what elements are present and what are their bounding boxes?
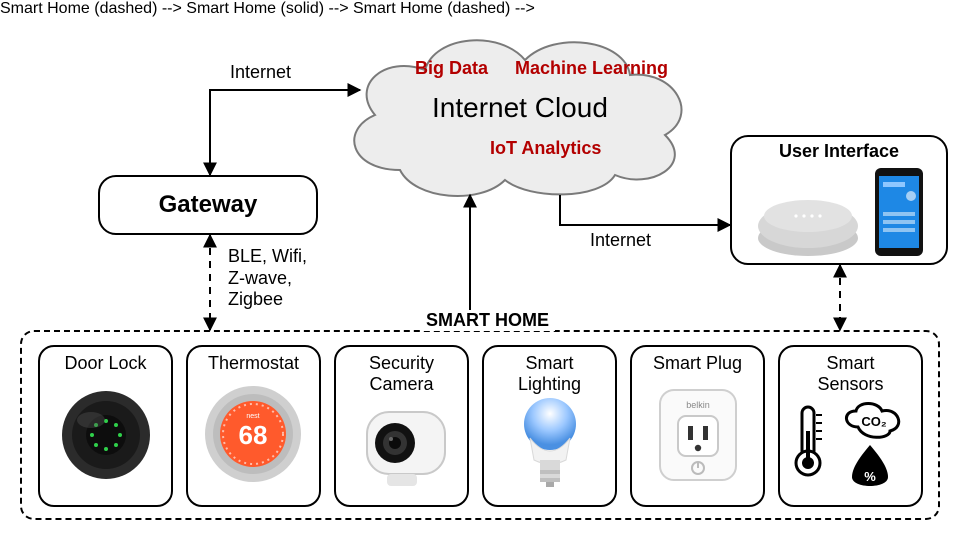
device-title: Smart Plug bbox=[632, 353, 763, 374]
camera-icon bbox=[347, 397, 457, 492]
device-thermostat: Thermostat 68 nest bbox=[186, 345, 321, 507]
diagram-canvas: Big Data Machine Learning Internet Cloud… bbox=[0, 0, 960, 540]
svg-text:%: % bbox=[864, 469, 876, 484]
device-lighting: Smart Lighting bbox=[482, 345, 617, 507]
bulb-icon bbox=[510, 394, 590, 494]
device-title: Security Camera bbox=[336, 353, 467, 394]
device-camera: Security Camera bbox=[334, 345, 469, 507]
device-title: Door Lock bbox=[40, 353, 171, 374]
plug-icon: belkin bbox=[648, 382, 748, 487]
device-title: Smart Lighting bbox=[484, 353, 615, 394]
svg-text:68: 68 bbox=[239, 420, 268, 450]
device-title: Smart Sensors bbox=[780, 353, 921, 394]
device-plug: Smart Plug belkin bbox=[630, 345, 765, 507]
smart-home-label: SMART HOME bbox=[420, 310, 555, 331]
device-title: Thermostat bbox=[188, 353, 319, 374]
svg-text:nest: nest bbox=[246, 413, 259, 420]
device-sensors: Smart Sensors CO₂ % bbox=[778, 345, 923, 507]
svg-text:belkin: belkin bbox=[686, 400, 710, 410]
svg-text:CO₂: CO₂ bbox=[861, 414, 887, 429]
sensors-icon: CO₂ % bbox=[786, 397, 916, 492]
door-lock-icon bbox=[56, 385, 156, 485]
thermostat-icon: 68 nest bbox=[201, 382, 306, 487]
device-door-lock: Door Lock bbox=[38, 345, 173, 507]
